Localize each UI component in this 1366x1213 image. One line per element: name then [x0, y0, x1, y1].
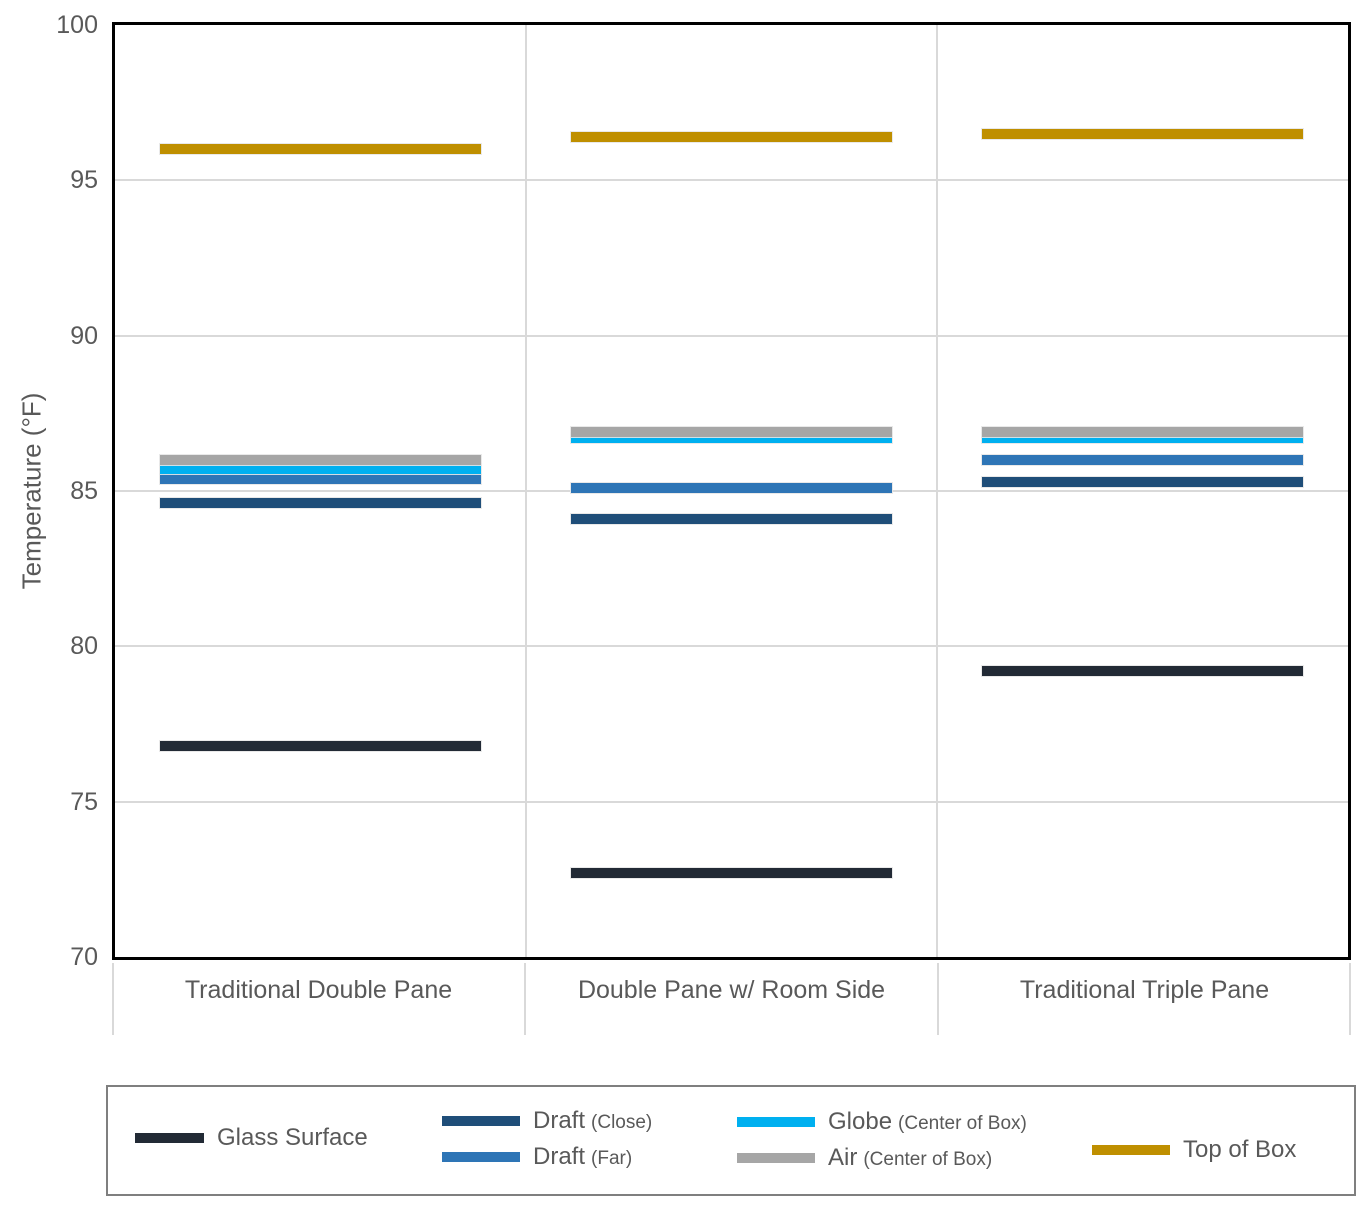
legend-label-text: Air	[828, 1144, 858, 1171]
axis-tick-divider	[112, 963, 114, 1035]
x-category-label: Traditional Double Pane	[184, 976, 453, 1004]
series-line-draft-far	[982, 454, 1303, 465]
y-tick-label: 100	[56, 11, 98, 39]
legend-sublabel-text: (Far)	[591, 1148, 633, 1169]
axis-tick-divider	[524, 963, 527, 1035]
legend-swatch-globe-center-of-box	[737, 1117, 815, 1127]
legend-label-text: Globe	[828, 1108, 893, 1135]
series-line-glass-surface	[982, 666, 1303, 677]
legend-label-text: Draft	[533, 1107, 586, 1134]
series-line-top-of-box	[160, 144, 481, 155]
legend-swatch-draft-close	[442, 1116, 520, 1126]
y-tick-label: 95	[70, 166, 98, 195]
legend: Glass Surface Draft (Close) Draft (Far) Globe…	[106, 1085, 1356, 1196]
series-line-glass-surface	[160, 740, 481, 751]
x-category-label: Traditional Triple Pane	[1019, 976, 1270, 1004]
legend-swatch-draft-far	[442, 1152, 520, 1162]
y-tick-label: 90	[70, 321, 98, 350]
axis-tick-divider	[1349, 963, 1351, 1035]
series-line-glass-surface	[571, 868, 892, 879]
category-divider	[936, 25, 938, 957]
legend-label-top-of-box: Top of Box	[1183, 1134, 1296, 1166]
legend-sublabel-text: (Close)	[591, 1112, 653, 1133]
x-category-label: Double Pane w/ Room Side	[577, 976, 886, 1004]
legend-label-air-center-of-box: Air (Center of Box)	[828, 1142, 992, 1174]
gridline-95	[115, 179, 1348, 182]
category-divider	[525, 25, 527, 957]
series-line-draft-far	[571, 482, 892, 493]
series-line-globe-center-of-box	[571, 433, 892, 444]
legend-label-text: Draft	[533, 1143, 586, 1170]
gridline-80	[115, 645, 1348, 648]
series-line-air-center-of-box	[982, 426, 1303, 437]
legend-label-text: Top of Box	[1183, 1136, 1297, 1163]
plot-area	[112, 22, 1351, 960]
legend-sublabel-text: (Center of Box)	[898, 1113, 1027, 1134]
y-tick-label: 85	[70, 477, 98, 505]
legend-swatch-air-center-of-box	[737, 1153, 815, 1163]
series-line-draft-far	[160, 473, 481, 484]
legend-label-globe-center-of-box: Globe (Center of Box)	[828, 1106, 1027, 1138]
y-tick-label: 75	[70, 787, 98, 816]
series-line-air-center-of-box	[571, 426, 892, 437]
legend-label-glass-surface: Glass Surface	[217, 1122, 368, 1154]
series-line-draft-close	[571, 513, 892, 524]
series-line-globe-center-of-box	[982, 433, 1303, 444]
y-tick-label: 80	[70, 632, 98, 661]
series-line-air-center-of-box	[160, 454, 481, 465]
y-tick-label: 70	[70, 943, 98, 971]
series-line-draft-close	[982, 476, 1303, 487]
legend-label-text: Glass Surface	[217, 1124, 368, 1151]
gridline-90	[115, 334, 1348, 337]
axis-tick-divider	[936, 963, 939, 1035]
series-line-globe-center-of-box	[160, 464, 481, 475]
legend-swatch-top-of-box	[1092, 1145, 1170, 1155]
legend-label-draft-far: Draft (Far)	[533, 1141, 632, 1173]
series-line-top-of-box	[571, 131, 892, 142]
gridline-75	[115, 800, 1348, 803]
legend-swatch-glass-surface	[135, 1133, 204, 1143]
series-line-draft-close	[160, 498, 481, 509]
legend-label-draft-close: Draft (Close)	[533, 1105, 652, 1137]
series-line-top-of-box	[982, 128, 1303, 139]
legend-sublabel-text: (Center of Box)	[863, 1149, 993, 1170]
